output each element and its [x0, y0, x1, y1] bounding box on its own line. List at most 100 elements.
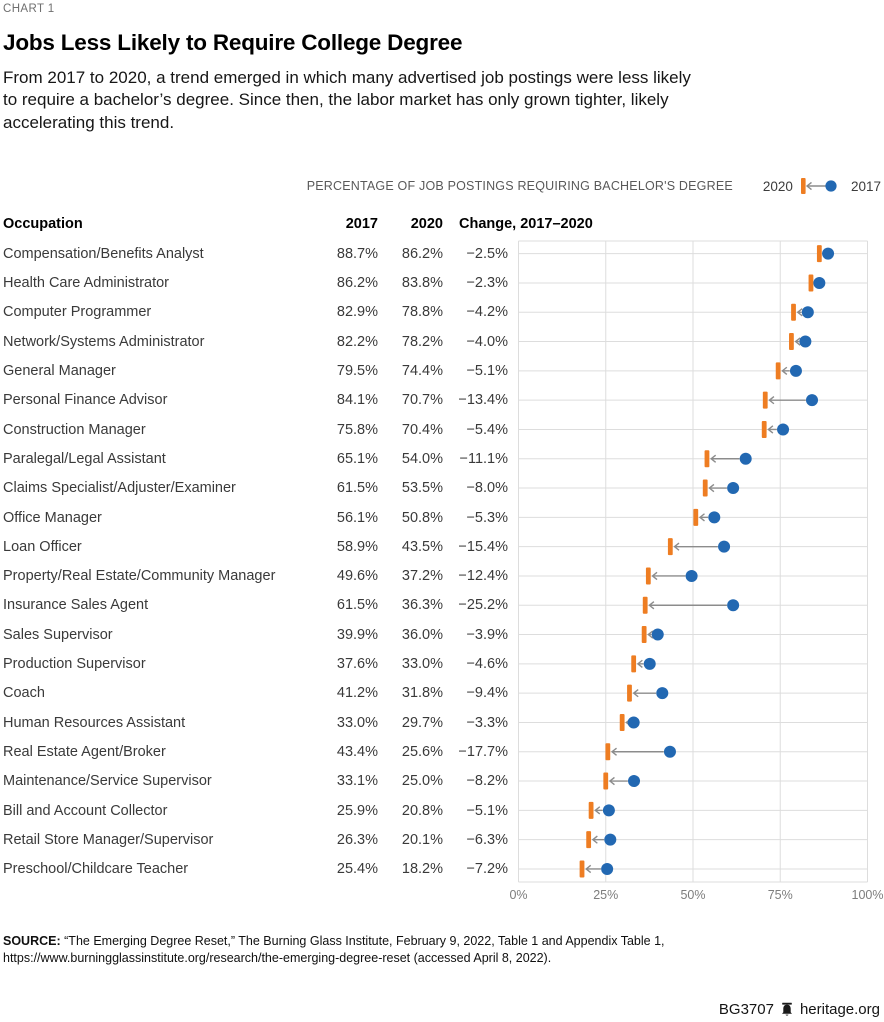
- table-row: Bill and Account Collector 25.9% 20.8% −5.1…: [3, 796, 884, 825]
- legend-year-2020: 2020: [762, 178, 793, 194]
- marker-2017-dot: [727, 599, 740, 612]
- marker-2017-dot: [627, 716, 640, 729]
- marker-2017-dot: [601, 863, 614, 876]
- value-2017-cell: 61.5%: [336, 597, 378, 614]
- marker-2020-bar: [579, 860, 585, 878]
- change-cell: −6.3%: [466, 831, 508, 848]
- marker-2017-dot: [822, 247, 835, 260]
- value-2017-cell: 39.9%: [336, 626, 378, 643]
- legend-dumbbell-icon: [800, 178, 837, 195]
- header-2017: 2017: [345, 216, 378, 233]
- value-2020-cell: 20.8%: [401, 802, 443, 819]
- value-2020-cell: 36.0%: [401, 626, 443, 643]
- change-arrow-head: [610, 747, 617, 757]
- value-2017-cell: 43.4%: [336, 743, 378, 760]
- value-2017-cell: 25.4%: [336, 861, 378, 878]
- occupation-cell: Preschool/Childcare Teacher: [3, 861, 189, 878]
- occupation-cell: General Manager: [3, 363, 116, 380]
- value-2017-cell: 86.2%: [336, 275, 378, 292]
- chart-subtitle: From 2017 to 2020, a trend emerged in wh…: [3, 67, 884, 134]
- table-row: Claims Specialist/Adjuster/Examiner 61.5%…: [3, 474, 884, 503]
- marker-2020-bar: [631, 655, 637, 673]
- value-2020-cell: 37.2%: [401, 568, 443, 585]
- marker-2020-bar: [667, 538, 673, 556]
- value-2017-cell: 49.6%: [336, 568, 378, 585]
- change-arrow-head: [647, 630, 654, 639]
- change-arrow-head: [794, 337, 801, 346]
- value-2017-cell: 37.6%: [336, 656, 378, 673]
- change-arrow-head: [698, 513, 705, 522]
- table-row: Coach 41.2% 31.8% −9.4%: [3, 679, 884, 708]
- change-cell: −8.2%: [466, 773, 508, 790]
- marker-2017-dot: [813, 277, 826, 290]
- occupation-cell: Compensation/Benefits Analyst: [3, 245, 204, 262]
- change-arrow-head: [585, 865, 592, 874]
- source-label: SOURCE:: [3, 933, 61, 948]
- table-row: Computer Programmer 82.9% 78.8% −4.2%: [3, 298, 884, 327]
- x-axis-tick-label: 0%: [509, 887, 528, 902]
- x-axis-tick-label: 50%: [680, 887, 706, 902]
- change-arrow-head: [796, 308, 803, 317]
- change-cell: −2.5%: [466, 245, 508, 262]
- marker-2017-dot: [651, 628, 664, 641]
- change-cell: −17.7%: [458, 743, 508, 760]
- x-axis-tick-label: 25%: [593, 887, 619, 902]
- marker-2020-bar: [789, 333, 794, 351]
- subtitle-line: to require a bachelor’s degree. Since th…: [3, 90, 669, 110]
- change-cell: −3.9%: [466, 626, 508, 643]
- value-2020-cell: 36.3%: [401, 597, 443, 614]
- marker-2020-bar: [704, 450, 710, 468]
- change-arrow-head: [767, 425, 774, 434]
- table-row: Maintenance/Service Supervisor 33.1% 25.0%…: [3, 767, 884, 796]
- value-2020-cell: 74.4%: [401, 363, 443, 380]
- legend-label: PERCENTAGE OF JOB POSTINGS REQUIRING BAC…: [306, 179, 733, 194]
- change-cell: −25.2%: [458, 597, 508, 614]
- value-2017-cell: 88.7%: [336, 245, 378, 262]
- marker-2017-dot: [656, 687, 669, 700]
- change-arrow-head: [591, 835, 598, 845]
- table-row: Sales Supervisor 39.9% 36.0% −3.9%: [3, 620, 884, 649]
- legend-year-2017: 2017: [850, 178, 881, 194]
- value-2020-cell: 33.0%: [401, 656, 443, 673]
- marker-2017-dot: [685, 570, 698, 583]
- marker-2017-dot: [806, 394, 819, 407]
- value-2020-cell: 25.0%: [401, 773, 443, 790]
- marker-2017-dot: [801, 306, 814, 319]
- change-arrow-head: [608, 777, 615, 786]
- table-row: Construction Manager 75.8% 70.4% −5.4%: [3, 415, 884, 444]
- change-cell: −13.4%: [458, 392, 508, 409]
- value-2020-cell: 70.7%: [401, 392, 443, 409]
- change-cell: −4.6%: [466, 656, 508, 673]
- table-row: Real Estate Agent/Broker 43.4% 25.6% −17.7%: [3, 737, 884, 766]
- value-2020-cell: 54.0%: [401, 450, 443, 467]
- value-2017-cell: 75.8%: [336, 421, 378, 438]
- occupation-cell: Claims Specialist/Adjuster/Examiner: [3, 480, 236, 497]
- occupation-cell: Network/Systems Administrator: [3, 333, 205, 350]
- page-title: Jobs Less Likely to Require College Degr…: [3, 30, 463, 55]
- occupation-cell: Property/Real Estate/Community Manager: [3, 568, 276, 585]
- change-cell: −5.4%: [466, 421, 508, 438]
- occupation-cell: Sales Supervisor: [3, 626, 113, 643]
- marker-2020-bar: [816, 245, 822, 263]
- change-arrow-head: [632, 689, 639, 698]
- marker-2020-bar: [808, 274, 814, 292]
- header-2020: 2020: [410, 216, 443, 233]
- change-arrow-head: [594, 806, 601, 815]
- occupation-cell: Paralegal/Legal Assistant: [3, 450, 166, 467]
- marker-2020-bar: [761, 421, 767, 439]
- change-arrow-head: [710, 454, 717, 464]
- value-2017-cell: 65.1%: [336, 450, 378, 467]
- marker-2020-bar: [693, 509, 699, 527]
- value-2020-cell: 70.4%: [401, 421, 443, 438]
- marker-2020-bar: [642, 596, 648, 614]
- marker-2020-bar: [588, 802, 594, 820]
- source-line: SOURCE: “The Emerging Degree Reset,” The…: [3, 933, 665, 948]
- marker-2017-dot: [663, 745, 676, 758]
- change-arrow-head: [781, 366, 788, 376]
- value-2020-cell: 78.8%: [401, 304, 443, 321]
- table-row: Preschool/Childcare Teacher 25.4% 18.2% −7.…: [3, 854, 884, 883]
- subtitle-line: From 2017 to 2020, a trend emerged in wh…: [3, 68, 691, 87]
- x-axis-tick-label: 75%: [767, 887, 793, 902]
- marker-2017-dot: [718, 540, 731, 553]
